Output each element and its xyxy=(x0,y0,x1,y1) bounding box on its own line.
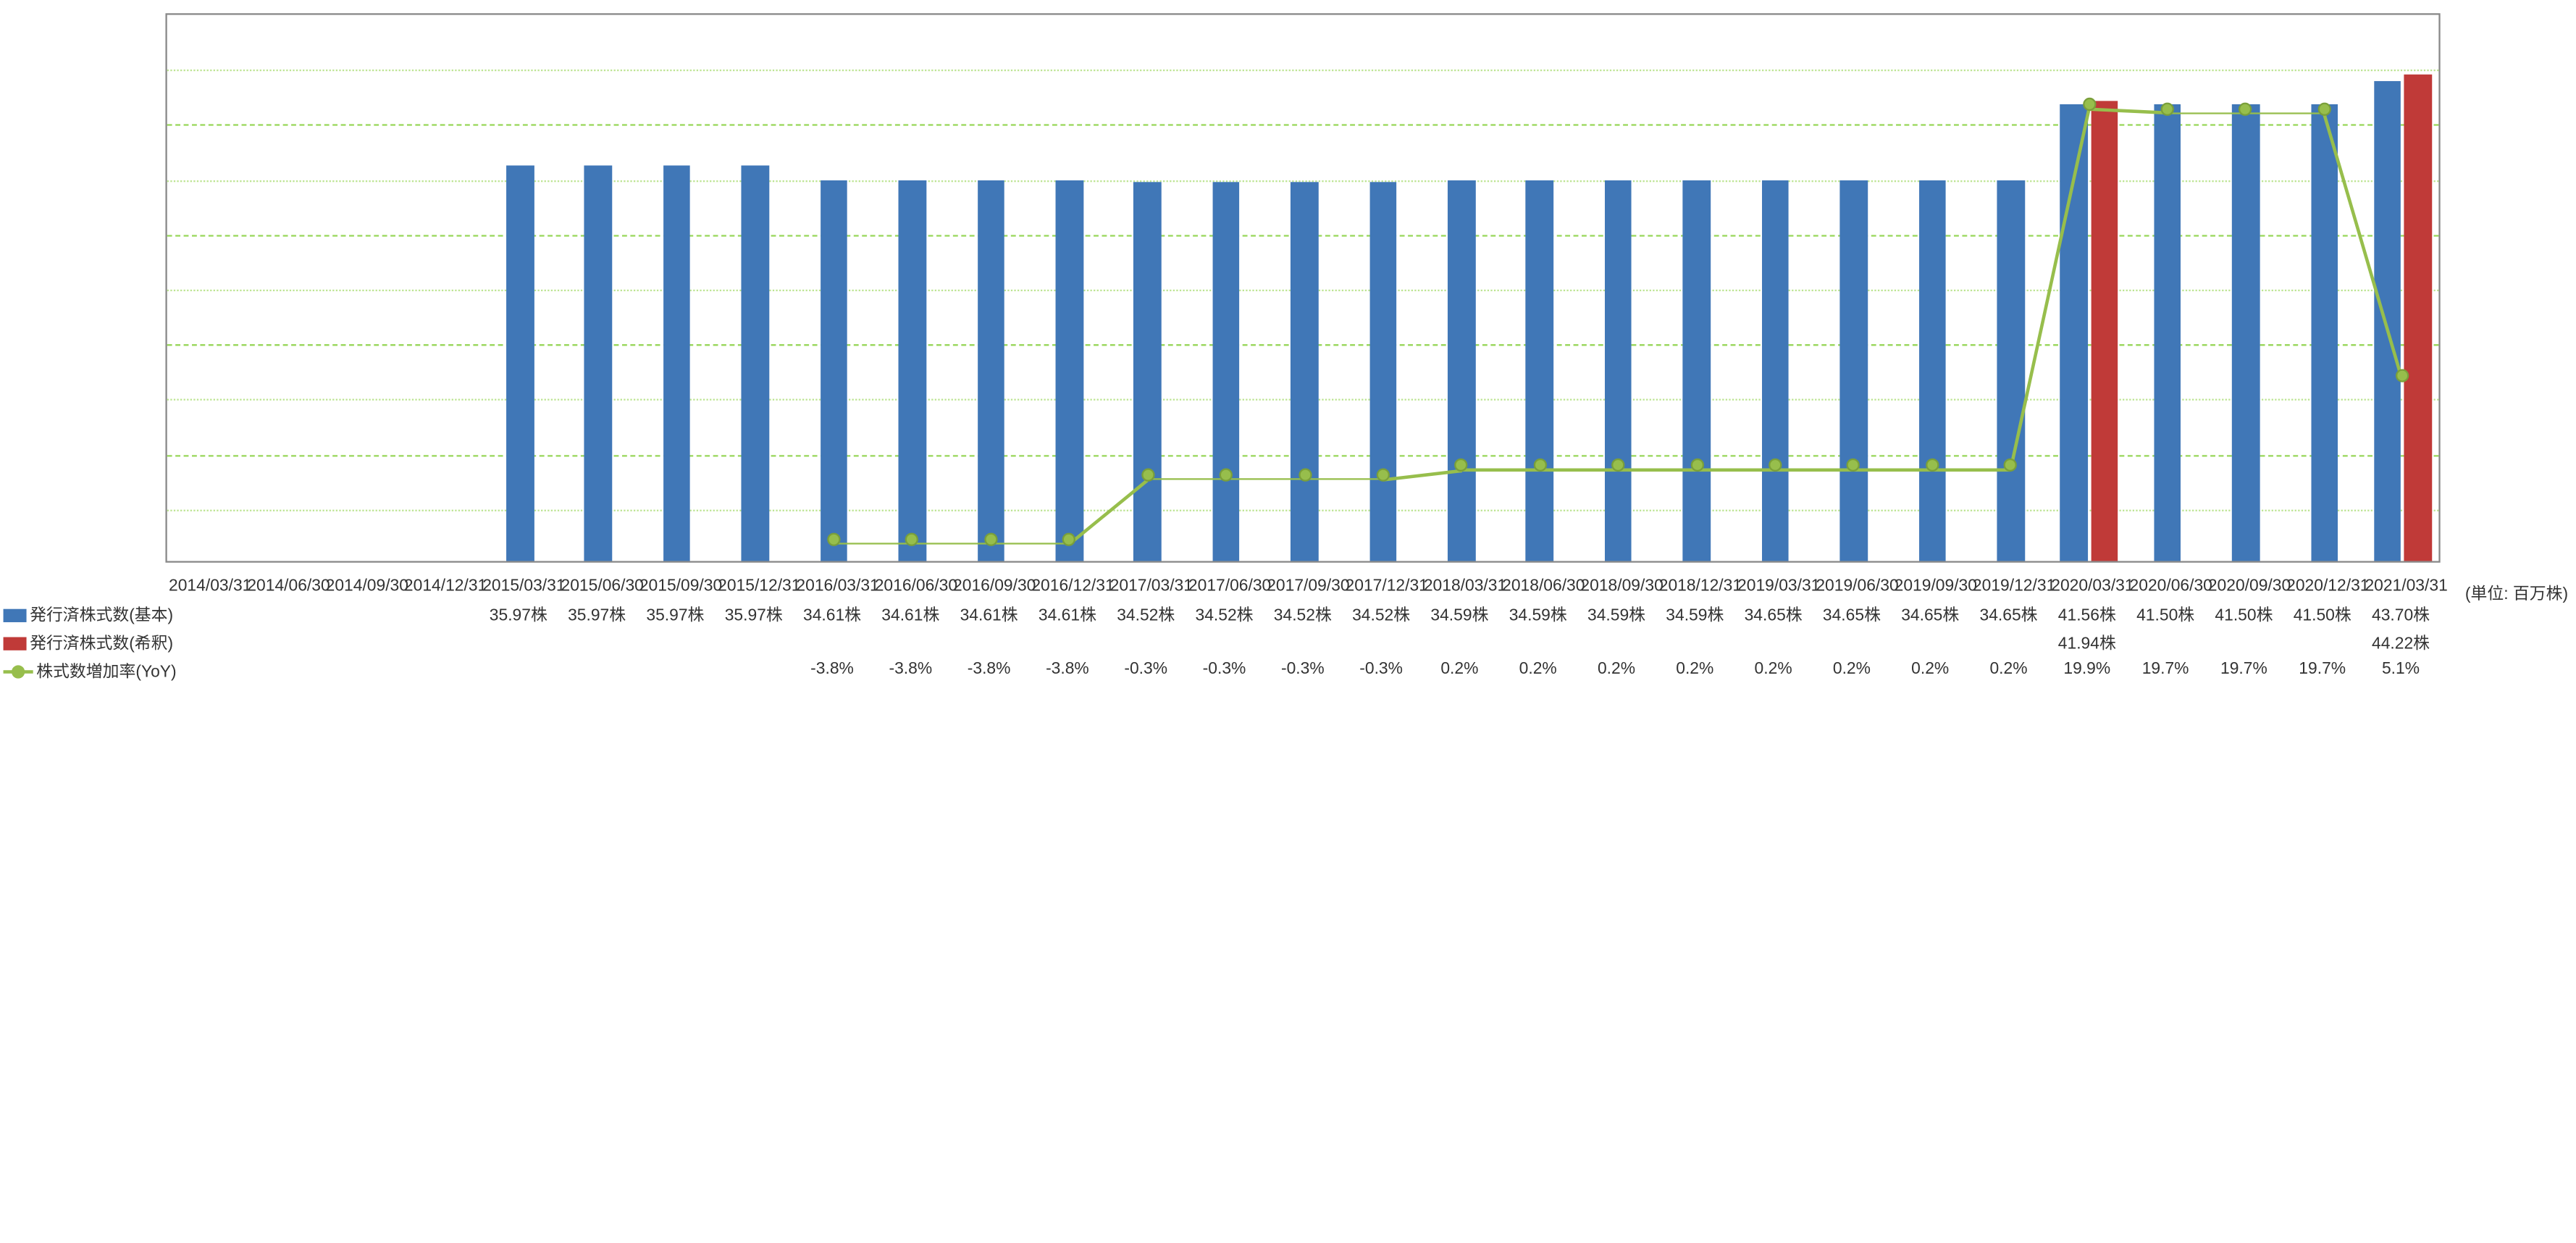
data-table: 2014/03/312014/06/302014/09/302014/12/31… xyxy=(0,572,2576,683)
basic-bar xyxy=(1840,180,1868,561)
basic-bar xyxy=(585,166,613,561)
basic-bar xyxy=(820,180,847,561)
basic-bar xyxy=(977,180,1004,561)
growth-point xyxy=(2161,102,2174,115)
growth-point xyxy=(1847,459,1860,472)
growth-point xyxy=(1298,469,1311,482)
basic-bar xyxy=(2311,105,2338,561)
growth-point xyxy=(1611,459,1624,472)
basic-bar xyxy=(1055,180,1083,561)
growth-point xyxy=(2396,369,2409,382)
basic-bar xyxy=(1683,181,1711,561)
growth-point xyxy=(2239,102,2252,115)
diluted-bar xyxy=(2091,100,2118,561)
basic-bar xyxy=(2154,105,2181,561)
chart-container: 0株5株10株15株20株25株30株35株40株45株50株 -5.00%0.… xyxy=(0,0,2576,1243)
growth-point xyxy=(2004,459,2017,472)
growth-point xyxy=(1377,469,1390,482)
growth-point xyxy=(1926,459,1939,472)
plot-area xyxy=(165,13,2440,562)
growth-point xyxy=(1533,459,1546,472)
basic-bar xyxy=(506,166,534,561)
basic-bar xyxy=(663,166,691,561)
basic-bar xyxy=(899,180,926,561)
diluted-bar xyxy=(2404,75,2432,561)
basic-bar xyxy=(1526,181,1553,561)
basic-bar xyxy=(1212,182,1240,561)
growth-point xyxy=(984,532,997,545)
basic-bar xyxy=(1918,180,1946,561)
growth-point xyxy=(1220,469,1233,482)
basic-bar xyxy=(1134,182,1162,561)
growth-point xyxy=(1769,459,1782,472)
growth-point xyxy=(827,532,840,545)
basic-bar xyxy=(1291,182,1318,561)
basic-bar xyxy=(1761,180,1789,561)
growth-point xyxy=(1062,532,1075,545)
basic-bar xyxy=(1369,182,1397,561)
growth-point xyxy=(1690,459,1703,472)
growth-point xyxy=(2317,102,2330,115)
growth-point xyxy=(906,532,919,545)
growth-point xyxy=(2082,99,2095,112)
growth-point xyxy=(1141,469,1154,482)
basic-bar xyxy=(742,166,769,561)
basic-bar xyxy=(2232,105,2260,561)
basic-bar xyxy=(1997,180,2024,561)
growth-point xyxy=(1455,459,1468,472)
basic-bar xyxy=(1448,181,1475,561)
basic-bar xyxy=(1605,181,1632,561)
basic-bar xyxy=(2374,81,2401,561)
